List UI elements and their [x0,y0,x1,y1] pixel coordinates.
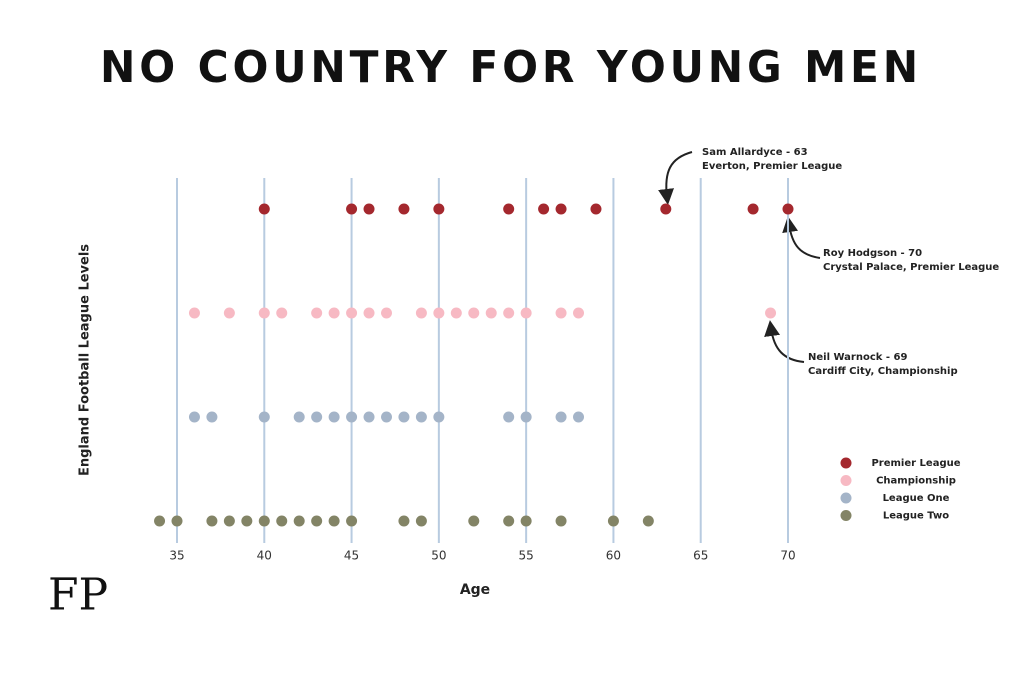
x-tick-label: 40 [257,549,272,563]
annotation: Everton, Premier League [702,161,842,172]
dot [555,411,567,423]
dot [223,515,235,527]
dot [188,307,200,319]
dot [258,203,270,215]
x-axis-label: Age [460,582,490,598]
dot [276,515,288,527]
dot [590,203,602,215]
legend-label: League Two [883,511,949,522]
dot [415,411,427,423]
dot [363,203,375,215]
annotation: Neil Warnock - 69 [808,352,907,363]
dot [346,307,358,319]
dot [311,411,323,423]
dot [293,515,305,527]
chart-title: NO COUNTRY FOR YOUNG MEN [100,42,922,93]
dot [363,307,375,319]
dot [503,307,515,319]
dot [468,515,480,527]
legend-label: League One [883,493,950,504]
annotation-arrow [782,216,821,259]
x-tick-label: 55 [519,549,534,563]
dot [573,411,585,423]
dot [188,411,200,423]
dot [311,307,323,319]
dot [520,515,532,527]
dot [555,307,567,319]
dot [555,203,567,215]
dot [363,411,375,423]
dot [747,203,759,215]
dot [206,515,218,527]
dot [398,203,410,215]
annotation: Sam Allardyce - 63 [702,147,808,158]
legend-marker [840,475,852,486]
legend-marker [840,457,852,469]
x-tick-label: 65 [693,549,708,563]
legend-marker [840,510,852,521]
dot [468,307,480,319]
dot [433,411,445,423]
dot [782,203,794,215]
dot [573,307,585,319]
dot [433,203,445,215]
dot [258,515,270,527]
dot [258,411,270,423]
x-tick-label: 45 [344,549,359,563]
annotation-arrow [658,151,693,205]
dot [223,307,235,319]
dot [380,307,392,319]
x-tick-label: 35 [169,549,184,563]
legend-label: Premier League [871,458,960,469]
dot [346,203,358,215]
dot [258,307,270,319]
dot [607,515,619,527]
dot [311,515,323,527]
annotation-arrow [764,320,805,363]
dot [206,411,218,423]
legend-label: Championship [876,476,956,487]
dot [293,411,305,423]
dot [346,515,358,527]
dot [415,307,427,319]
dot [154,515,166,527]
dot [171,515,183,527]
dot [433,307,445,319]
dot [503,203,515,215]
dot [346,411,358,423]
dot [241,515,253,527]
dot [642,515,654,527]
legend-marker [840,492,852,504]
dot [450,307,462,319]
dot [328,515,340,527]
y-axis-label: England Football League Levels [78,244,93,476]
logo: FP [48,570,108,621]
dot [485,307,497,319]
annotation: Cardiff City, Championship [808,366,958,377]
dot [276,307,288,319]
x-tick-label: 60 [606,549,621,563]
dot [328,411,340,423]
dot [415,515,427,527]
dot [328,307,340,319]
x-tick-label: 70 [780,549,795,563]
dot [538,203,550,215]
dot [503,515,515,527]
dot [398,515,410,527]
x-tick-label: 50 [431,549,446,563]
annotation: Crystal Palace, Premier League [823,262,999,273]
dot [520,307,532,319]
dot [765,307,777,319]
dot [520,411,532,423]
dot [398,411,410,423]
dot [660,203,672,215]
dot [380,411,392,423]
dot [503,411,515,423]
annotation: Roy Hodgson - 70 [823,248,922,259]
dot [555,515,567,527]
